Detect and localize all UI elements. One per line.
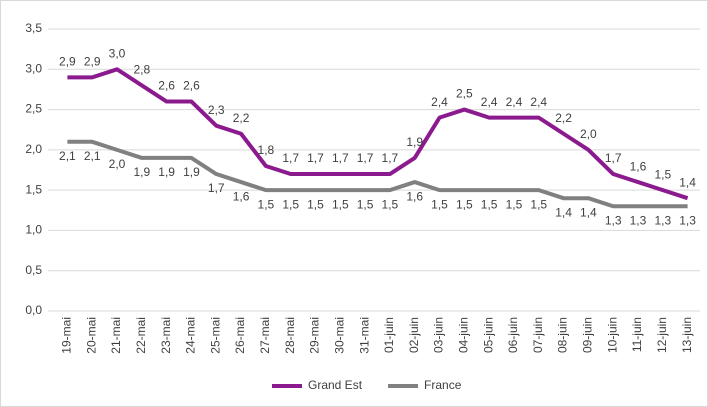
data-label: 2,5	[456, 87, 473, 101]
x-tick-label: 06-juin	[506, 317, 520, 353]
data-label: 1,6	[406, 189, 423, 203]
y-tick-label: 0,5	[25, 263, 42, 277]
x-tick-label: 20-mai	[84, 317, 98, 354]
x-tick-label: 29-mai	[308, 317, 322, 354]
data-label: 2,0	[109, 157, 126, 171]
x-tick-label: 01-juin	[382, 317, 396, 353]
data-label: 1,5	[481, 197, 498, 211]
x-tick-label: 28-mai	[283, 317, 297, 354]
x-tick-label: 10-juin	[605, 317, 619, 353]
y-tick-label: 0,0	[25, 303, 42, 317]
y-tick-label: 2,5	[25, 102, 42, 116]
x-tick-label: 25-mai	[208, 317, 222, 354]
data-label: 1,5	[357, 197, 374, 211]
x-tick-label: 11-juin	[630, 317, 644, 352]
x-tick-label: 22-mai	[134, 317, 148, 354]
data-label: 1,5	[654, 167, 671, 181]
data-label: 2,9	[84, 55, 101, 69]
data-label: 1,5	[530, 197, 547, 211]
data-label: 1,7	[357, 151, 374, 165]
x-tick-label: 27-mai	[258, 317, 272, 354]
x-tick-label: 05-juin	[481, 317, 495, 353]
data-label: 1,8	[258, 143, 275, 157]
data-label: 1,9	[158, 165, 175, 179]
x-tick-label: 02-juin	[407, 317, 421, 353]
data-label: 3,0	[109, 46, 126, 60]
data-label: 1,3	[630, 213, 647, 227]
data-label: 1,5	[431, 197, 448, 211]
data-label: 2,0	[580, 127, 597, 141]
x-tick-label: 26-mai	[233, 317, 247, 354]
x-tick-label: 31-mai	[357, 317, 371, 354]
data-label: 1,9	[183, 165, 200, 179]
data-label: 1,9	[133, 165, 150, 179]
data-label: 1,7	[282, 151, 299, 165]
x-tick-label: 21-mai	[109, 317, 123, 354]
data-label: 1,5	[307, 197, 324, 211]
data-label: 2,6	[183, 79, 200, 93]
data-label: 1,4	[679, 175, 696, 189]
data-label: 2,1	[84, 149, 101, 163]
data-label: 1,9	[406, 135, 423, 149]
data-label: 1,3	[654, 213, 671, 227]
x-tick-label: 30-mai	[332, 317, 346, 354]
data-label: 2,4	[431, 95, 448, 109]
x-tick-label: 23-mai	[159, 317, 173, 354]
y-tick-label: 1,5	[25, 182, 42, 196]
data-label: 1,6	[630, 159, 647, 173]
data-label: 2,6	[158, 79, 175, 93]
series-line	[67, 139, 688, 209]
data-label: 1,7	[332, 151, 349, 165]
data-label: 2,2	[555, 111, 572, 125]
x-tick-label: 12-juin	[655, 317, 669, 353]
x-tick-label: 08-juin	[556, 317, 570, 353]
data-label: 1,4	[555, 205, 572, 219]
data-label: 1,7	[605, 151, 622, 165]
y-tick-label: 1,0	[25, 223, 42, 237]
data-label: 2,4	[530, 95, 547, 109]
data-label: 1,6	[233, 189, 250, 203]
x-tick-label: 04-juin	[456, 317, 470, 353]
x-tick-label: 09-juin	[581, 317, 595, 353]
data-label: 1,5	[332, 197, 349, 211]
x-tick-label: 07-juin	[531, 317, 545, 353]
data-label: 2,9	[59, 55, 76, 69]
data-label: 2,8	[133, 63, 150, 77]
data-label: 2,4	[506, 95, 523, 109]
data-label: 2,4	[481, 95, 498, 109]
x-tick-label: 24-mai	[184, 317, 198, 354]
y-tick-label: 3,5	[25, 21, 42, 35]
data-label: 1,7	[307, 151, 324, 165]
legend-label: France	[424, 378, 462, 392]
data-label: 1,5	[456, 197, 473, 211]
data-label: 1,7	[382, 151, 399, 165]
legend-label: Grand Est	[308, 378, 363, 392]
data-label: 2,2	[233, 111, 250, 125]
data-label: 1,3	[679, 213, 696, 227]
data-label: 2,3	[208, 103, 225, 117]
data-label: 1,5	[258, 197, 275, 211]
data-label: 1,5	[282, 197, 299, 211]
y-tick-label: 2,0	[25, 142, 42, 156]
y-tick-label: 3,0	[25, 61, 42, 75]
data-label: 1,5	[382, 197, 399, 211]
data-label: 1,5	[506, 197, 523, 211]
data-label: 1,4	[580, 205, 597, 219]
series-line	[67, 67, 689, 201]
x-tick-label: 19-mai	[60, 317, 74, 354]
x-tick-label: 03-juin	[432, 317, 446, 353]
data-label: 1,3	[605, 213, 622, 227]
data-label: 1,7	[208, 181, 225, 195]
data-label: 2,1	[59, 149, 76, 163]
x-tick-label: 13-juin	[680, 317, 694, 353]
